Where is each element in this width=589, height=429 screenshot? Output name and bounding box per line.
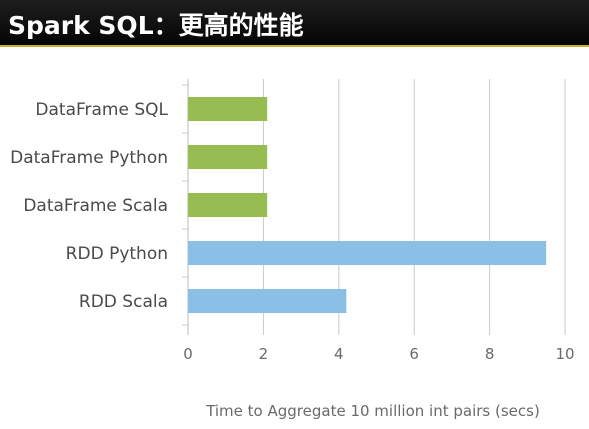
category-label: RDD Python [66, 244, 168, 264]
performance-bar-chart: DataFrame SQL DataFrame Python DataFrame S… [10, 79, 575, 420]
bar-rdd-scala [188, 289, 347, 313]
x-tick-labels: 0 2 4 6 8 10 [183, 345, 574, 363]
category-label: DataFrame Python [10, 148, 168, 168]
slide-title-bar: Spark SQL：更高的性能 [0, 0, 589, 47]
x-tick-label: 2 [259, 345, 269, 363]
x-tick-label: 6 [409, 345, 419, 363]
bars [188, 97, 547, 313]
x-tick-label: 4 [334, 345, 344, 363]
x-axis-title: Time to Aggregate 10 million int pairs (… [205, 402, 540, 420]
category-label: DataFrame Scala [23, 196, 168, 216]
category-label: DataFrame SQL [35, 100, 168, 120]
slide-title: Spark SQL：更高的性能 [8, 11, 304, 40]
x-tick-label: 0 [183, 345, 193, 363]
bar-dataframe-sql [188, 97, 268, 121]
bar-dataframe-scala [188, 193, 268, 217]
x-tick-label: 10 [555, 345, 574, 363]
category-labels: DataFrame SQL DataFrame Python DataFrame S… [10, 100, 168, 312]
x-tick-label: 8 [485, 345, 495, 363]
category-label: RDD Scala [79, 292, 168, 312]
bar-dataframe-python [188, 145, 268, 169]
bar-rdd-python [188, 241, 547, 265]
